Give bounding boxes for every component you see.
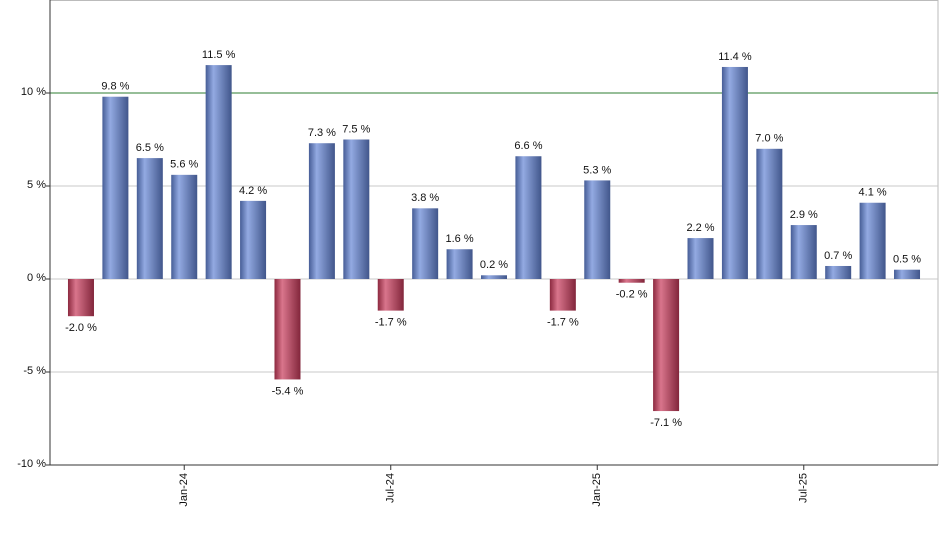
- bar: [171, 174, 198, 279]
- value-label: -2.0 %: [65, 322, 97, 334]
- value-label: 0.5 %: [893, 254, 921, 266]
- bar: [687, 238, 714, 279]
- bar: [894, 269, 921, 279]
- bar: [481, 275, 507, 279]
- value-label: 4.1 %: [859, 187, 887, 199]
- y-tick-label: 5 %: [27, 179, 46, 191]
- value-label: 0.2 %: [480, 259, 508, 271]
- value-label: 11.5 %: [202, 49, 236, 61]
- value-label: 2.2 %: [686, 222, 714, 234]
- bar: [343, 139, 370, 279]
- bar: [756, 148, 783, 279]
- bar: [67, 279, 94, 317]
- value-label: 7.0 %: [755, 133, 783, 145]
- y-tick-label: -10 %: [17, 458, 46, 470]
- bar: [618, 279, 645, 283]
- bar: [274, 279, 301, 380]
- value-label: 11.4 %: [718, 51, 752, 63]
- y-tick-label: -5 %: [23, 365, 46, 377]
- value-label: 7.3 %: [308, 127, 336, 139]
- bar: [308, 143, 335, 279]
- value-label: -1.7 %: [547, 317, 579, 329]
- value-label: 9.8 %: [101, 81, 129, 93]
- bar: [136, 158, 163, 279]
- bar: [825, 265, 852, 279]
- bar: [653, 279, 680, 412]
- value-label: 5.6 %: [170, 159, 198, 171]
- bar: [446, 249, 473, 279]
- value-label: -1.7 %: [375, 317, 407, 329]
- bar: [377, 279, 404, 311]
- y-tick-label: 0 %: [27, 272, 46, 284]
- bar: [549, 279, 576, 311]
- value-label: -5.4 %: [272, 385, 304, 397]
- bar: [515, 156, 542, 279]
- bar: [790, 225, 817, 279]
- x-tick-label: Jan-24: [178, 473, 190, 507]
- bar: [584, 180, 611, 279]
- bar: [412, 208, 439, 279]
- value-label: 0.7 %: [824, 250, 852, 262]
- x-tick-label: Jan-25: [591, 473, 603, 507]
- bar: [721, 66, 748, 280]
- value-label: 1.6 %: [446, 233, 474, 245]
- value-label: 6.6 %: [514, 140, 542, 152]
- value-label: 7.5 %: [342, 123, 370, 135]
- value-label: 2.9 %: [790, 209, 818, 221]
- value-label: -7.1 %: [650, 417, 682, 429]
- x-tick-label: Jul-24: [385, 473, 397, 503]
- value-label: -0.2 %: [616, 289, 648, 301]
- bar: [205, 65, 232, 279]
- bar: [859, 202, 886, 279]
- x-tick-label: Jul-25: [798, 473, 810, 503]
- bar: [102, 96, 129, 279]
- y-tick-label: 10 %: [21, 86, 46, 98]
- value-label: 5.3 %: [583, 164, 611, 176]
- bar: [240, 200, 267, 279]
- value-label: 6.5 %: [136, 142, 164, 154]
- value-label: 4.2 %: [239, 185, 267, 197]
- value-label: 3.8 %: [411, 192, 439, 204]
